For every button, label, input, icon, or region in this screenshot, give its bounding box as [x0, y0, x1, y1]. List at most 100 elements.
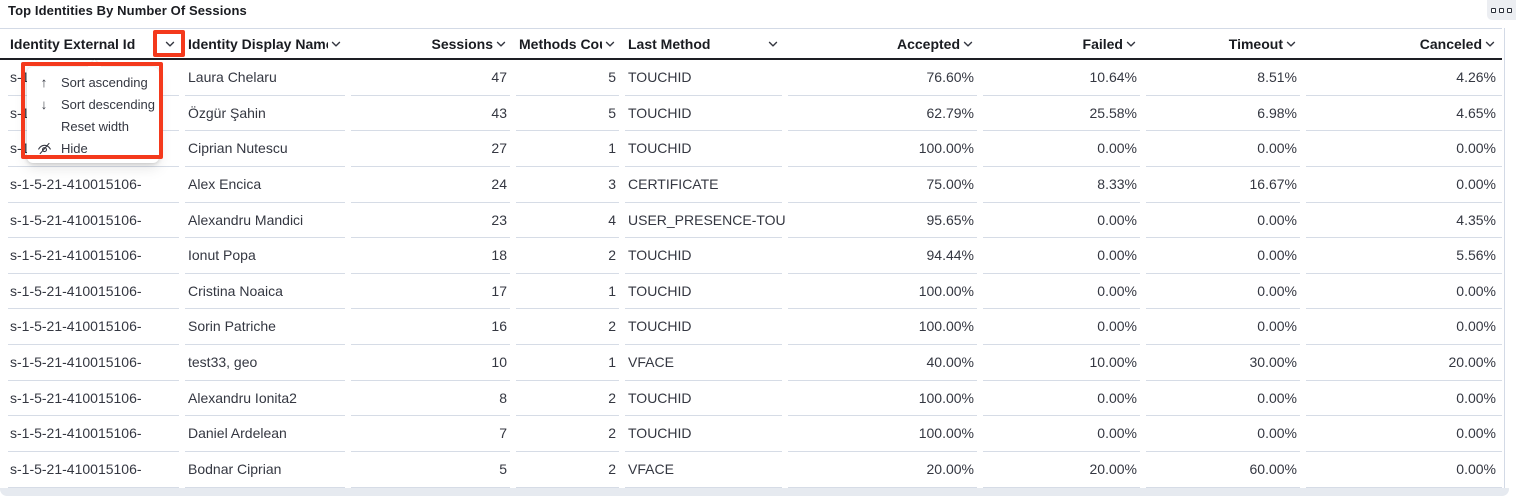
- column-header-label: Sessions: [431, 35, 493, 52]
- column-header-timeout[interactable]: Timeout: [1143, 29, 1303, 58]
- table-cell: 0.00%: [1303, 381, 1502, 417]
- table-cell: 100.00%: [785, 416, 980, 452]
- table-header-row: Identity External Id Identity Display Nam…: [0, 28, 1502, 60]
- menu-item-sort-ascending[interactable]: ↑ Sort ascending: [27, 71, 159, 93]
- table-cell: s-1-5-21-410015106-: [0, 203, 182, 239]
- table-cell: 94.44%: [785, 238, 980, 274]
- table-cell: TOUCHID: [622, 309, 785, 345]
- chevron-down-icon[interactable]: [1285, 38, 1297, 50]
- menu-item-reset-width[interactable]: Reset width: [27, 115, 159, 137]
- column-header-last-method[interactable]: Last Method: [622, 29, 785, 58]
- table-cell: 43: [348, 96, 513, 132]
- column-header-accepted[interactable]: Accepted: [785, 29, 980, 58]
- table-cell: 2: [513, 381, 622, 417]
- table-cell: 0.00%: [1303, 309, 1502, 345]
- menu-item-label: Sort descending: [61, 96, 155, 112]
- column-header-identity-display-name[interactable]: Identity Display Name: [182, 29, 348, 58]
- table-cell: 0.00%: [1143, 238, 1303, 274]
- table-cell: 0.00%: [1303, 131, 1502, 167]
- table-cell: 100.00%: [785, 131, 980, 167]
- table-cell: 4.26%: [1303, 60, 1502, 96]
- table-cell: s-1-5-21-410015106-: [0, 416, 182, 452]
- column-header-failed[interactable]: Failed: [980, 29, 1143, 58]
- table-cell: 2: [513, 238, 622, 274]
- table-cell: TOUCHID: [622, 274, 785, 310]
- table-cell: 0.00%: [980, 131, 1143, 167]
- column-header-label: Timeout: [1228, 35, 1283, 52]
- table-cell: VFACE: [622, 452, 785, 488]
- panel-title: Top Identities By Number Of Sessions: [8, 3, 247, 18]
- table-cell: Sorin Patriche: [182, 309, 348, 345]
- table-row: s-1-5-21-410015106-Laura Chelaru475TOUCH…: [0, 60, 1502, 96]
- table-cell: Alexandru Mandici: [182, 203, 348, 239]
- table-row: s-1-5-21-410015106- Cristina Noaica 17 1 TOU…: [0, 274, 1502, 310]
- table-cell: 17: [348, 274, 513, 310]
- menu-item-sort-descending[interactable]: ↓ Sort descending: [27, 93, 159, 115]
- table-cell: 3: [513, 167, 622, 203]
- table-cell: 4: [513, 203, 622, 239]
- table-cell: 0.00%: [1143, 203, 1303, 239]
- table-cell: 76.60%: [785, 60, 980, 96]
- table-cell: VFACE: [622, 345, 785, 381]
- table-cell: 6.98%: [1143, 96, 1303, 132]
- table-cell: s-1-5-21-410015106-: [0, 274, 182, 310]
- chevron-down-icon[interactable]: [330, 38, 342, 50]
- identities-data-grid: Identity External Id Identity Display Nam…: [0, 28, 1502, 488]
- table-cell: Ciprian Nutescu: [182, 131, 348, 167]
- table-cell: Alexandru Ionita2: [182, 381, 348, 417]
- chevron-down-icon[interactable]: [1484, 38, 1496, 50]
- table-row: s-1-5-21-410015106- Alexandru Ionita2 8 2 TO…: [0, 381, 1502, 417]
- table-cell: 0.00%: [1303, 274, 1502, 310]
- table-cell: 5: [348, 452, 513, 488]
- table-cell: TOUCHID: [622, 131, 785, 167]
- chevron-down-icon[interactable]: [604, 38, 616, 50]
- table-cell: TOUCHID: [622, 381, 785, 417]
- menu-item-label: Sort ascending: [61, 74, 148, 90]
- table-cell: Alex Encica: [182, 167, 348, 203]
- table-cell: 4.65%: [1303, 96, 1502, 132]
- table-cell: s-1-5-21-410015106-: [0, 381, 182, 417]
- column-header-identity-external-id[interactable]: Identity External Id: [0, 29, 182, 58]
- table-cell: TOUCHID: [622, 416, 785, 452]
- table-cell: 1: [513, 131, 622, 167]
- column-header-label: Canceled: [1419, 35, 1482, 52]
- chevron-down-icon[interactable]: [1125, 38, 1137, 50]
- table-row: s-1-5-21-410015106- Daniel Ardelean 7 2 TOUC…: [0, 416, 1502, 452]
- table-cell: 4.35%: [1303, 203, 1502, 239]
- table-cell: 20.00%: [785, 452, 980, 488]
- table-cell: 27: [348, 131, 513, 167]
- column-header-canceled[interactable]: Canceled: [1303, 29, 1502, 58]
- panel-options-button[interactable]: [1487, 0, 1516, 20]
- table-cell: 0.00%: [980, 416, 1143, 452]
- chevron-down-icon[interactable]: [767, 38, 779, 50]
- sort-ascending-icon: ↑: [40, 74, 48, 90]
- table-cell: TOUCHID: [622, 96, 785, 132]
- table-row: s-1-5-21-410015106-Ciprian Nutescu271TOU…: [0, 131, 1502, 167]
- table-cell: 23: [348, 203, 513, 239]
- table-cell: 0.00%: [980, 381, 1143, 417]
- menu-item-label: Hide: [61, 140, 88, 156]
- chevron-down-icon[interactable]: [495, 38, 507, 50]
- boxes-horizontal-icon: [1491, 7, 1496, 13]
- table-row: s-1-5-21-410015106-Özgür Şahin435TOUCHID…: [0, 96, 1502, 132]
- menu-item-label: Reset width: [61, 118, 129, 134]
- table-cell: 0.00%: [1143, 381, 1303, 417]
- table-cell: s-1-5-21-410015106-: [0, 238, 182, 274]
- column-header-sessions[interactable]: Sessions: [348, 29, 513, 58]
- table-cell: 2: [513, 416, 622, 452]
- table-cell: 2: [513, 309, 622, 345]
- eye-closed-icon: [36, 141, 52, 156]
- table-cell: s-1-5-21-410015106-: [0, 452, 182, 488]
- table-cell: 1: [513, 274, 622, 310]
- table-cell: 0.00%: [980, 274, 1143, 310]
- menu-item-hide[interactable]: Hide: [27, 137, 159, 159]
- column-header-label: Last Method: [628, 35, 711, 52]
- chevron-down-icon[interactable]: [962, 38, 974, 50]
- table-cell: 100.00%: [785, 274, 980, 310]
- chevron-down-icon[interactable]: [164, 38, 176, 50]
- table-cell: 0.00%: [1303, 452, 1502, 488]
- table-cell: 100.00%: [785, 381, 980, 417]
- table-cell: 2: [513, 452, 622, 488]
- column-header-methods-count[interactable]: Methods Count: [513, 29, 622, 58]
